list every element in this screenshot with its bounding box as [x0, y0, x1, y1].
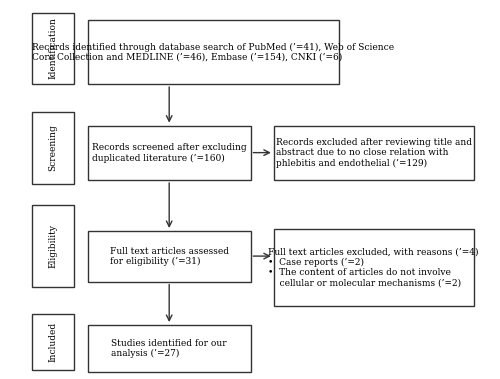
Text: Records screened after excluding
duplicated literature (’=160): Records screened after excluding duplica…	[92, 143, 246, 163]
Text: Identification: Identification	[48, 17, 58, 79]
Text: Records excluded after reviewing title and
abstract due to no close relation wit: Records excluded after reviewing title a…	[276, 138, 471, 168]
Text: Records identified through database search of PubMed (’=41), Web of Science
Core: Records identified through database sear…	[32, 42, 394, 62]
Text: Studies identified for our
analysis (’=27): Studies identified for our analysis (’=2…	[112, 339, 227, 358]
FancyBboxPatch shape	[88, 231, 250, 282]
Text: Included: Included	[48, 322, 58, 362]
FancyBboxPatch shape	[274, 125, 473, 180]
FancyBboxPatch shape	[32, 314, 74, 370]
Text: Full text articles excluded, with reasons (’=4)
•  Case reports (’=2)
•  The con: Full text articles excluded, with reason…	[268, 247, 479, 288]
FancyBboxPatch shape	[88, 20, 339, 84]
FancyBboxPatch shape	[88, 325, 250, 372]
FancyBboxPatch shape	[32, 13, 74, 84]
Text: Screening: Screening	[48, 125, 58, 171]
FancyBboxPatch shape	[32, 113, 74, 184]
FancyBboxPatch shape	[88, 125, 250, 180]
Text: Eligibility: Eligibility	[48, 224, 58, 268]
Text: Full text articles assessed
for eligibility (’=31): Full text articles assessed for eligibil…	[110, 246, 228, 266]
FancyBboxPatch shape	[274, 229, 473, 306]
FancyBboxPatch shape	[32, 205, 74, 287]
